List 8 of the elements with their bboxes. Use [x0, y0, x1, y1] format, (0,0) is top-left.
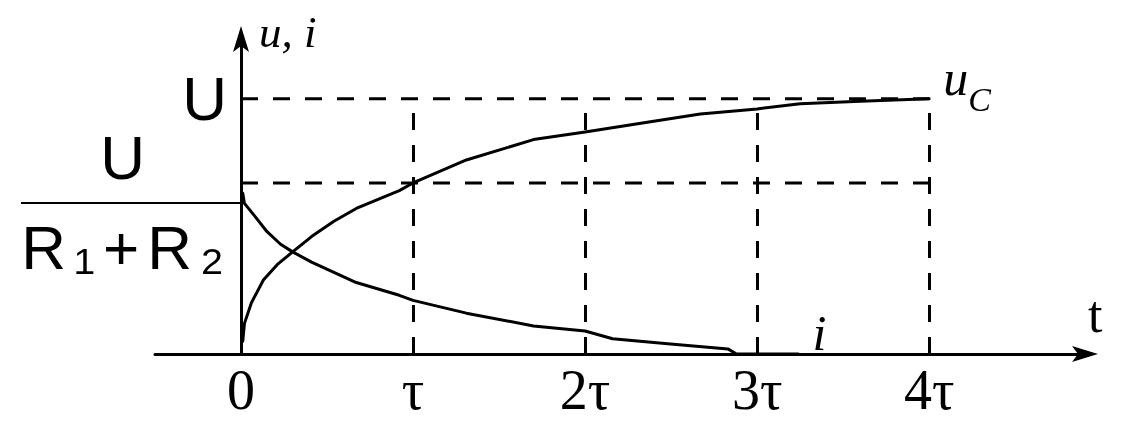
series-label: i [812, 305, 827, 361]
x-tick-label: 3τ [731, 359, 783, 421]
x-tick-label: 4τ [903, 359, 955, 421]
x-axis-title: t [1088, 285, 1103, 343]
x-tick-label: 0 [227, 359, 256, 421]
x-tick-label: τ [401, 359, 425, 421]
x-tick-label: 2τ [559, 359, 611, 421]
y-axis-title: u, i [259, 6, 317, 57]
